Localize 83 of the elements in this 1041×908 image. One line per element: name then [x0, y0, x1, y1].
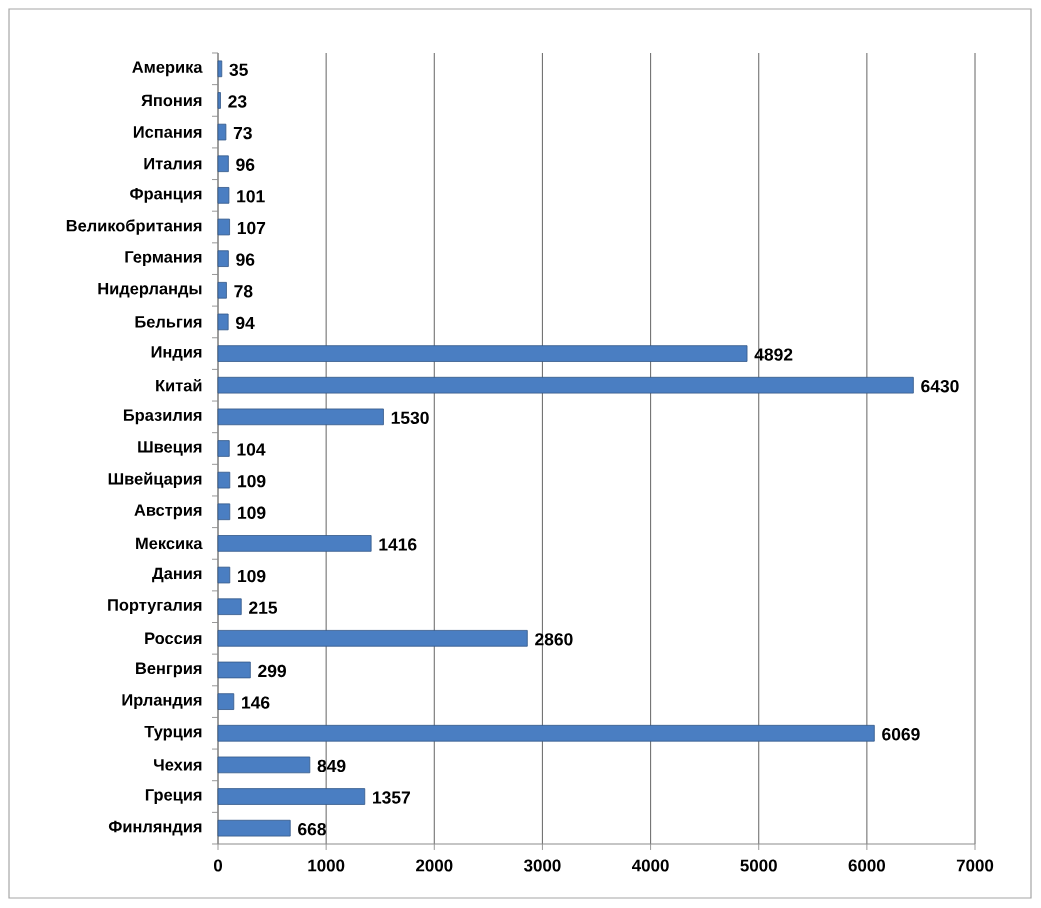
bar — [217, 250, 229, 267]
bar — [217, 819, 291, 837]
y-tick-label: Италия — [144, 157, 202, 170]
x-tick-label: 6000 — [848, 859, 885, 872]
bar — [217, 724, 875, 742]
data-label: 6069 — [882, 728, 920, 741]
x-tick-label: 7000 — [956, 859, 994, 872]
bar — [217, 566, 231, 584]
y-tick-label: Чехия — [154, 759, 202, 771]
bar — [217, 218, 230, 236]
x-tick-label: 0 — [213, 859, 223, 872]
y-tick-label: Нидерланды — [98, 282, 202, 298]
y-tick-label: Америка — [132, 61, 203, 77]
bar — [217, 440, 230, 457]
data-label: 668 — [298, 823, 326, 836]
x-tick-label: 5000 — [740, 859, 777, 872]
bar — [217, 313, 229, 331]
y-tick-label: Бельгия — [135, 316, 202, 328]
y-tick-label: Дания — [152, 567, 202, 583]
data-label: 2860 — [535, 633, 573, 646]
y-tick-label: Швеция — [138, 441, 202, 456]
bar — [217, 630, 528, 647]
bar — [217, 281, 227, 299]
y-tick-label: Венгрия — [136, 662, 202, 678]
y-tick-label: Индия — [151, 346, 202, 361]
data-label: 94 — [235, 316, 255, 330]
data-label: 1357 — [373, 791, 410, 804]
data-label: 1530 — [391, 411, 429, 425]
y-tick-label: Австрия — [134, 504, 202, 520]
x-tick-label: 3000 — [523, 859, 561, 872]
x-tick-label: 1000 — [308, 859, 345, 872]
y-tick-label: Великобритания — [66, 219, 202, 235]
data-label: 107 — [237, 221, 266, 235]
x-tick-label: 4000 — [631, 859, 669, 872]
bar — [217, 92, 221, 109]
data-label: 146 — [242, 696, 270, 709]
data-label: 78 — [234, 285, 253, 298]
bar — [217, 408, 384, 426]
y-tick-label: Мексика — [136, 537, 203, 550]
data-label: 6430 — [921, 380, 959, 393]
data-label: 73 — [233, 126, 252, 140]
x-tick-label: 2000 — [416, 859, 453, 872]
bar — [217, 756, 311, 774]
data-label: 1416 — [379, 538, 417, 551]
bar — [217, 661, 251, 679]
y-tick-label: Россия — [145, 632, 202, 645]
y-tick-label: Греция — [145, 789, 202, 804]
data-label: 96 — [236, 253, 255, 266]
y-tick-label: Япония — [141, 94, 202, 107]
y-tick-label: Швейцария — [108, 472, 202, 488]
y-tick-label: Китай — [156, 379, 202, 392]
data-label: 96 — [236, 158, 255, 171]
y-tick-label: Франция — [130, 187, 202, 203]
bar — [217, 471, 231, 489]
bar — [217, 376, 914, 394]
data-label: 23 — [228, 95, 247, 108]
data-label: 104 — [237, 443, 266, 456]
y-tick-label: Португалия — [108, 599, 202, 615]
data-label: 849 — [317, 759, 346, 773]
data-label: 299 — [258, 664, 286, 678]
y-tick-label: Германия — [125, 251, 202, 267]
data-label: 109 — [238, 506, 266, 519]
y-tick-label: Испания — [133, 126, 202, 138]
data-label: 4892 — [754, 348, 793, 361]
bar — [217, 788, 366, 805]
data-label: 101 — [237, 190, 265, 203]
bar — [217, 60, 223, 78]
bar — [217, 155, 229, 173]
y-tick-label: Ирландия — [122, 694, 202, 709]
bar — [217, 693, 235, 710]
bar — [217, 535, 372, 552]
y-tick-label: Бразилия — [123, 409, 202, 425]
data-label: 35 — [229, 63, 248, 76]
bar — [217, 598, 242, 615]
bar — [217, 123, 227, 141]
y-tick-label: Турция — [144, 725, 202, 741]
data-label: 109 — [238, 474, 266, 488]
data-label: 109 — [238, 569, 266, 583]
data-label: 215 — [249, 601, 278, 614]
bar — [217, 187, 230, 204]
y-tick-label: Финляндия — [108, 820, 202, 836]
bar — [217, 345, 748, 362]
bar — [217, 503, 231, 521]
